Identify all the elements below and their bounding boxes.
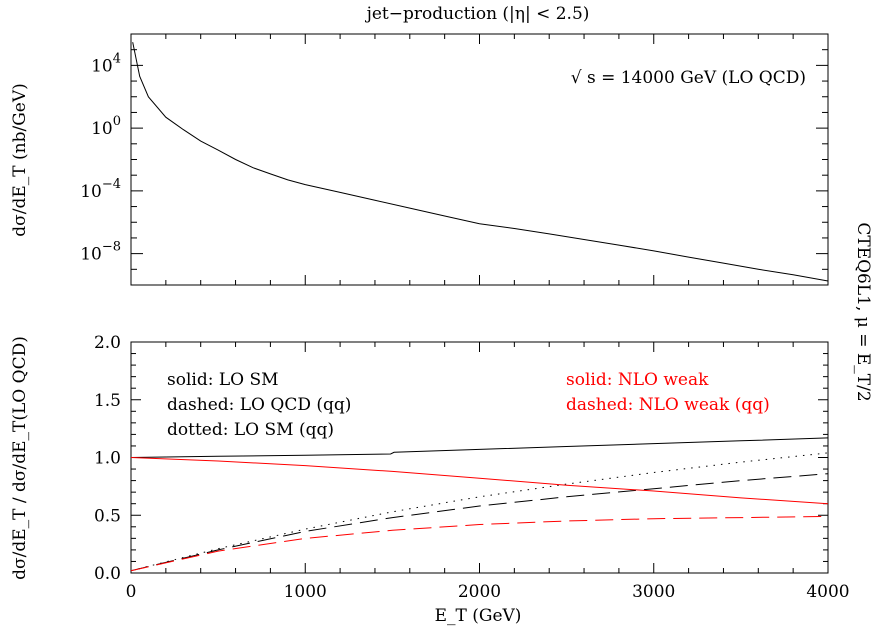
x-tick-label: 0: [126, 582, 137, 602]
y-tick-label: 2.0: [94, 333, 121, 353]
x-tick-label: 2000: [458, 582, 501, 602]
ratio-line-solid: [130, 457, 829, 505]
legend-right: solid: NLO weak dashed: NLO weak (qq): [566, 370, 770, 415]
top-y-axis-label: dσ/dE_T (nb/GeV): [10, 83, 30, 237]
top-y-tick-labels: 104 100 10−4 10−8: [80, 51, 121, 264]
cross-section-line: [132, 42, 829, 282]
bottom-y-tick-labels: 0.0 0.5 1.0 1.5 2.0: [94, 333, 121, 584]
ratio-line-dotted: [130, 452, 829, 572]
side-label: CTEQ6L1, μ = E_T/2: [853, 222, 872, 401]
legend-entry: solid: LO SM: [167, 370, 279, 390]
ratio-line-dashed: [130, 515, 829, 572]
bottom-series: [130, 437, 829, 572]
y-tick-label: 0.0: [94, 564, 121, 584]
y-tick-label: 10−8: [80, 240, 121, 265]
legend-entry: dashed: LO QCD (qq): [167, 395, 351, 415]
x-axis-label: E_T (GeV): [435, 606, 522, 626]
legend-entry: dashed: NLO weak (qq): [566, 395, 770, 415]
legend-left: solid: LO SM dashed: LO QCD (qq) dotted:…: [167, 370, 351, 440]
chart-title: jet−production (|η| < 2.5): [365, 4, 590, 24]
y-tick-label: 1.0: [94, 449, 121, 469]
ratio-line-solid: [130, 437, 829, 458]
y-tick-label: 100: [91, 114, 121, 139]
legend-entry: solid: NLO weak: [566, 370, 709, 390]
bottom-panel: 0.0 0.5 1.0 1.5 2.0 0 1000 2000 3000 4000 solid:…: [94, 333, 850, 602]
legend-entry: dotted: LO SM (qq): [167, 420, 334, 440]
y-tick-label: 104: [91, 51, 121, 76]
x-tick-labels: 0 1000 2000 3000 4000: [126, 582, 850, 602]
y-tick-label: 1.5: [94, 391, 121, 411]
energy-annotation: √ s = 14000 GeV (LO QCD): [571, 68, 806, 88]
x-tick-label: 1000: [284, 582, 327, 602]
y-tick-label: 10−4: [80, 177, 121, 202]
ratio-line-dashed: [130, 473, 829, 572]
y-tick-label: 0.5: [94, 506, 121, 526]
x-tick-label: 3000: [632, 582, 675, 602]
bottom-y-axis-label: dσ/dE_T / dσ/dE_T(LO QCD): [10, 336, 30, 580]
top-panel: 104 100 10−4 10−8 √ s = 14000 GeV (LO QCD): [80, 33, 829, 286]
x-tick-label: 4000: [806, 582, 849, 602]
top-ticks: [130, 33, 829, 286]
top-series: [132, 42, 829, 282]
